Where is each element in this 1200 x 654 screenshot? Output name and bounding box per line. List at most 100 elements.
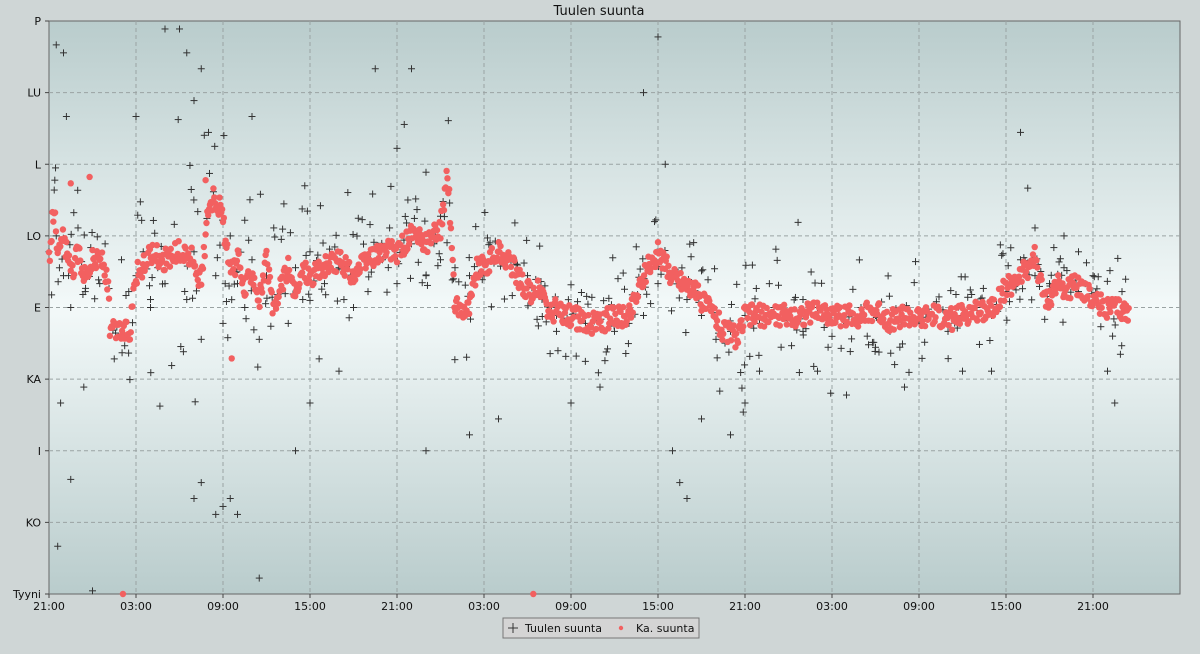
data-point	[885, 292, 893, 300]
data-point	[176, 25, 183, 33]
avg-point	[449, 256, 456, 264]
avg-point	[211, 194, 218, 201]
data-point	[122, 292, 130, 300]
data-point	[594, 369, 602, 377]
data-point	[443, 239, 451, 247]
avg-point	[251, 274, 258, 282]
avg-point	[65, 252, 73, 259]
data-point	[230, 280, 238, 288]
data-point	[248, 113, 256, 120]
avg-point	[52, 228, 60, 235]
data-point	[788, 342, 796, 350]
data-point	[584, 300, 592, 308]
avg-point	[787, 312, 794, 320]
avg-point	[597, 317, 604, 325]
data-point	[959, 367, 966, 375]
data-point	[62, 113, 70, 120]
data-point	[495, 415, 502, 423]
avg-point	[1086, 285, 1093, 292]
avg-point	[133, 280, 141, 287]
data-point	[654, 280, 662, 288]
data-point	[370, 238, 378, 246]
avg-point	[296, 280, 303, 288]
data-point	[79, 291, 87, 299]
data-point	[222, 298, 230, 306]
data-point	[609, 254, 617, 262]
data-point	[345, 314, 353, 322]
y-tick-label: I	[38, 445, 41, 458]
data-point	[354, 214, 362, 222]
data-point	[1047, 271, 1055, 279]
avg-point	[627, 314, 635, 321]
avg-point	[76, 245, 83, 252]
data-point	[306, 296, 314, 304]
avg-point	[1008, 291, 1015, 298]
data-point	[225, 282, 233, 290]
data-point	[1075, 248, 1082, 256]
data-point	[487, 303, 495, 311]
data-point	[57, 399, 65, 407]
data-point	[814, 367, 821, 375]
avg-point	[593, 325, 600, 333]
data-point	[799, 296, 807, 304]
y-tick-label: P	[34, 15, 41, 28]
avg-point	[97, 255, 104, 263]
avg-point	[198, 281, 205, 288]
avg-point	[378, 256, 385, 263]
y-tick-label: E	[34, 302, 41, 315]
data-point	[988, 367, 995, 375]
data-point	[190, 97, 198, 105]
x-tick-label: 21:00	[33, 600, 65, 613]
avg-point	[734, 339, 742, 346]
data-point	[765, 280, 773, 288]
data-point	[772, 245, 780, 253]
data-point	[401, 212, 409, 220]
data-point	[600, 297, 608, 305]
avg-point	[263, 247, 270, 255]
data-point	[741, 399, 749, 407]
data-point	[174, 116, 182, 124]
avg-point	[883, 308, 891, 315]
data-point	[577, 288, 585, 296]
avg-point	[194, 276, 201, 284]
data-point	[200, 131, 208, 139]
data-point	[727, 431, 734, 439]
legend-label-ka-suunta: Ka. suunta	[636, 622, 694, 635]
data-point	[871, 347, 879, 355]
avg-point	[447, 224, 455, 232]
avg-point	[266, 273, 274, 281]
data-point	[564, 296, 572, 304]
data-point	[318, 285, 326, 293]
data-point	[393, 144, 401, 152]
data-point	[647, 300, 655, 308]
legend-marker-plus	[508, 623, 518, 633]
avg-point	[738, 317, 745, 324]
avg-point	[272, 305, 280, 312]
avg-point	[956, 320, 964, 327]
avg-point	[230, 265, 237, 273]
data-point	[271, 233, 279, 241]
data-point	[406, 274, 414, 282]
avg-point	[269, 310, 276, 317]
avg-point	[751, 318, 758, 326]
avg-point	[740, 323, 747, 330]
avg-point	[840, 311, 848, 319]
avg-point	[199, 265, 207, 272]
data-point	[159, 280, 167, 288]
avg-point	[620, 303, 627, 311]
data-point	[1056, 255, 1064, 263]
x-tick-label: 21:00	[729, 600, 761, 613]
avg-point	[965, 317, 972, 325]
data-point	[887, 349, 895, 357]
data-point	[408, 65, 415, 73]
avg-point	[216, 194, 223, 201]
data-point	[1114, 254, 1122, 262]
data-point	[301, 182, 309, 190]
avg-point	[129, 303, 136, 310]
data-point	[256, 190, 264, 198]
data-point	[110, 355, 118, 363]
avg-point	[807, 319, 814, 326]
x-tick-label: 09:00	[207, 600, 239, 613]
avg-point	[990, 296, 998, 303]
